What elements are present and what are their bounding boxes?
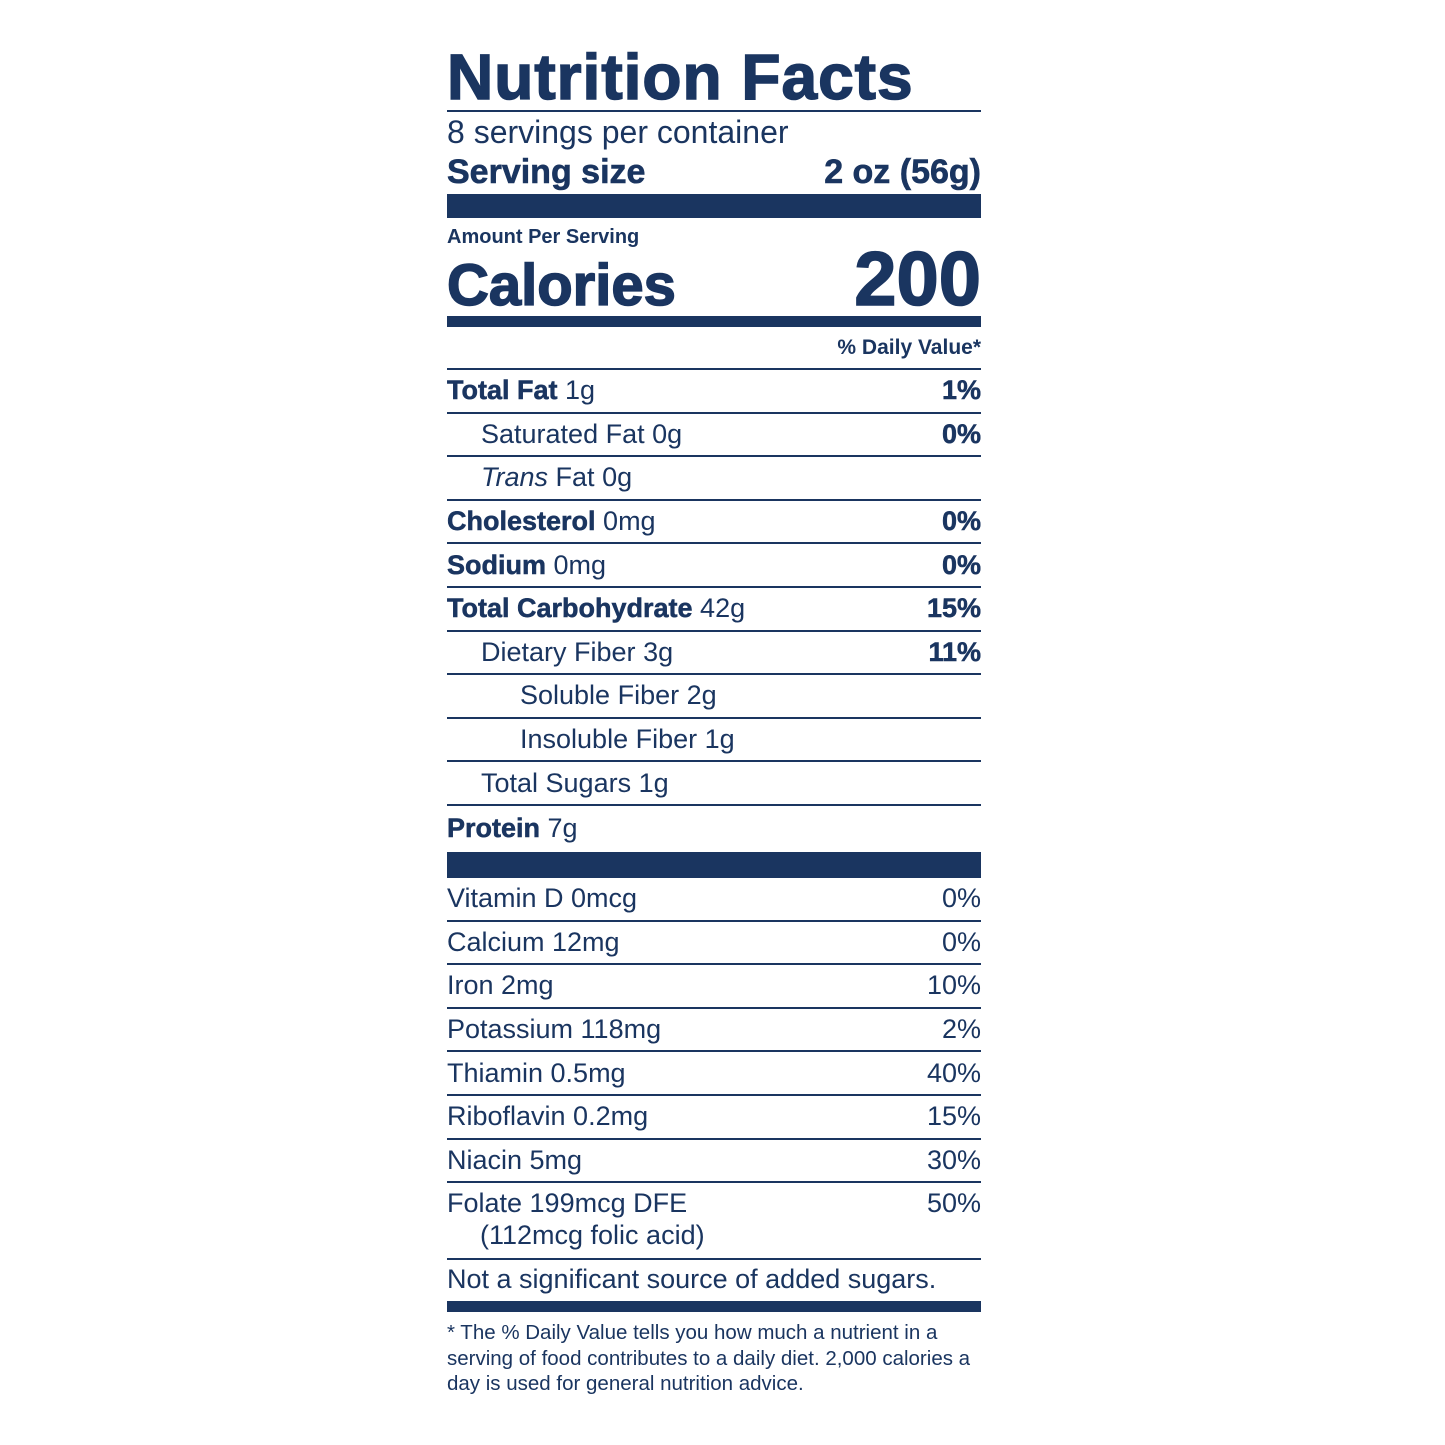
nutrient-row-total-carbohydrate: Total Carbohydrate 42g 15% xyxy=(447,585,982,630)
folate-sub: (112mcg folic acid) xyxy=(480,1220,705,1251)
calories-label: Calories xyxy=(446,253,676,318)
nutrition-facts-label: Nutrition Facts 8 servings per container… xyxy=(446,41,982,1397)
vitamin-dv: 30% xyxy=(926,1144,981,1175)
nutrient-name: Soluble Fiber xyxy=(520,680,680,711)
nutrient-amount: 0g xyxy=(602,462,633,493)
vitamin-dv: 50% xyxy=(926,1188,981,1219)
medium-divider xyxy=(447,316,981,327)
vitamin-label: Niacin 5mg xyxy=(447,1144,583,1175)
vitamin-row-folate: Folate 199mcg DFE 50% (112mcg folic acid) xyxy=(447,1181,981,1258)
nutrient-dv: 15% xyxy=(926,593,982,624)
nutrient-row-saturated-fat: Saturated Fat 0g 0% xyxy=(447,411,982,456)
nutrient-dv: 0% xyxy=(941,549,982,580)
nutrient-amount: 0mg xyxy=(603,506,656,537)
vitamin-dv: 2% xyxy=(941,1014,981,1045)
vitamin-label: Riboflavin 0.2mg xyxy=(447,1101,649,1132)
nutrient-dv: 0% xyxy=(941,418,982,450)
divider xyxy=(447,110,981,112)
nutrient-amount: 7g xyxy=(547,813,578,844)
nutrient-name: Cholesterol xyxy=(447,506,596,537)
nutrient-name: Total Carbohydrate xyxy=(447,593,693,624)
nutrient-row-soluble-fiber: Soluble Fiber 2g xyxy=(447,673,981,717)
vitamin-dv: 10% xyxy=(926,970,981,1001)
servings-per-container: 8 servings per container xyxy=(447,114,789,150)
nutrient-name: Insoluble Fiber xyxy=(520,724,698,755)
vitamin-row: Calcium 12mg 0% xyxy=(447,919,981,964)
nutrient-amount: 1g xyxy=(565,375,596,406)
nutrient-dv: 0% xyxy=(941,506,982,537)
vitamin-label: Potassium 118mg xyxy=(447,1014,662,1045)
label-title: Nutrition Facts xyxy=(446,41,914,113)
nutrient-name: Total Sugars xyxy=(481,767,632,798)
nutrient-row-insoluble-fiber: Insoluble Fiber 1g xyxy=(447,716,981,761)
serving-size-value: 2 oz (56g) xyxy=(824,153,981,192)
nutrient-row-total-fat: Total Fat 1g 1% xyxy=(447,368,981,412)
nutrient-row-total-sugars: Total Sugars 1g xyxy=(447,760,981,804)
vitamin-label: Calcium 12mg xyxy=(447,926,620,957)
vitamin-label: Folate 199mcg DFE xyxy=(447,1188,688,1219)
nutrient-amount: 0g xyxy=(652,418,683,449)
nutrient-row-trans-fat: Trans Fat 0g xyxy=(447,455,981,499)
vitamin-row: Thiamin 0.5mg 40% xyxy=(447,1050,981,1094)
footnote: * The % Daily Value tells you how much a… xyxy=(447,1321,971,1396)
nutrient-amount: 42g xyxy=(700,593,746,624)
calories-row: Calories 200 xyxy=(446,241,981,319)
nutrient-row-dietary-fiber: Dietary Fiber 3g 11% xyxy=(447,629,981,674)
nutrient-amount: 1g xyxy=(704,724,735,755)
nutrient-row-cholesterol: Cholesterol 0mg 0% xyxy=(447,498,982,543)
vitamin-dv: 15% xyxy=(926,1101,981,1132)
nutrient-amount: 2g xyxy=(686,680,717,711)
nutrient-name: Protein xyxy=(447,813,541,844)
vitamin-row: Niacin 5mg 30% xyxy=(447,1137,981,1182)
vitamin-label: Vitamin D 0mcg xyxy=(447,883,638,914)
calories-value: 200 xyxy=(853,237,981,322)
nutrient-name: Sodium xyxy=(447,549,547,580)
nutrient-row-sodium: Sodium 0mg 0% xyxy=(447,542,981,586)
nutrient-name-rest: Fat xyxy=(555,462,595,493)
nutrient-row-protein: Protein 7g xyxy=(447,803,981,852)
nutrient-amount: 3g xyxy=(643,636,674,667)
vitamin-row: Vitamin D 0mcg 0% xyxy=(447,875,981,920)
serving-size-label: Serving size xyxy=(447,153,646,192)
vitamin-label: Thiamin 0.5mg xyxy=(447,1057,626,1088)
vitamin-row: Potassium 118mg 2% xyxy=(447,1006,981,1051)
medium-divider xyxy=(447,1301,981,1313)
daily-value-header: % Daily Value* xyxy=(837,336,981,359)
nutrient-dv: 11% xyxy=(928,636,981,668)
vitamin-row: Iron 2mg 10% xyxy=(447,963,981,1007)
vitamin-dv: 40% xyxy=(926,1057,981,1088)
nutrient-amount: 1g xyxy=(638,767,669,798)
nutrient-amount: 0mg xyxy=(553,549,607,580)
vitamin-row: Riboflavin 0.2mg 15% xyxy=(447,1093,981,1138)
thick-divider xyxy=(447,851,981,876)
thick-divider xyxy=(447,194,981,218)
nutrient-name: Saturated Fat xyxy=(481,418,645,449)
nutrient-name: Dietary Fiber xyxy=(481,636,636,667)
vitamin-dv: 0% xyxy=(941,926,981,957)
amount-per-serving: Amount Per Serving xyxy=(447,226,640,248)
nutrient-name: Total Fat xyxy=(447,375,558,406)
vitamin-dv: 0% xyxy=(941,883,981,914)
nutrient-dv: 1% xyxy=(941,375,982,406)
serving-size-row: Serving size 2 oz (56g) xyxy=(447,152,982,194)
added-sugars-note: Not a significant source of added sugars… xyxy=(447,1258,981,1301)
nutrient-name: Trans xyxy=(481,462,549,493)
vitamin-label: Iron 2mg xyxy=(447,970,554,1001)
